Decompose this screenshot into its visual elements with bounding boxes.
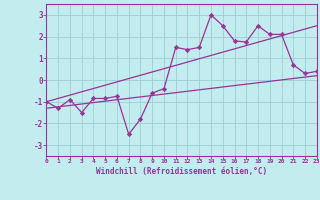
X-axis label: Windchill (Refroidissement éolien,°C): Windchill (Refroidissement éolien,°C) [96, 167, 267, 176]
